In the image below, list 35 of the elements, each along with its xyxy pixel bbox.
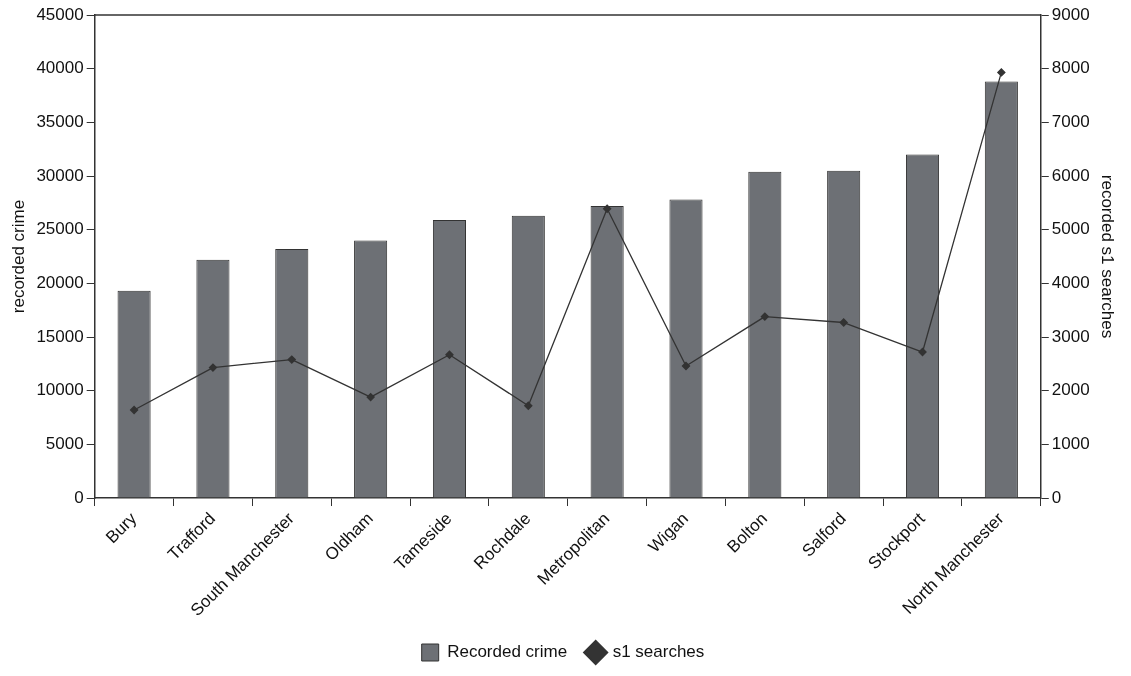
y2-tick-label: 4000 (1051, 273, 1090, 293)
y-tick-label: 20000 (36, 273, 84, 293)
point (524, 401, 533, 410)
y-tick-label: 15000 (36, 326, 84, 346)
point (997, 68, 1006, 77)
point (760, 312, 769, 321)
y-axis-title: recorded crime (8, 199, 28, 314)
legend-label: s1 searches (612, 642, 705, 662)
point (366, 392, 375, 402)
point (208, 363, 218, 372)
point (839, 318, 848, 327)
y2-axis-title: recorded s1 searches (1098, 174, 1118, 339)
y-tick-label: 35000 (36, 112, 84, 132)
y2-tick-label: 8000 (1051, 58, 1090, 78)
y-tick-label: 0 (74, 487, 84, 507)
point (445, 350, 454, 359)
y-tick-label: 30000 (36, 165, 84, 185)
y-tick-label: 25000 (36, 219, 84, 239)
point (129, 405, 139, 415)
legend-label: Recorded crime (447, 642, 568, 662)
y2-tick-label: 1000 (1051, 434, 1090, 454)
y2-tick-label: 6000 (1051, 165, 1090, 185)
y2-tick-label: 2000 (1051, 380, 1090, 400)
y-tick-label: 10000 (36, 380, 84, 400)
point (681, 361, 691, 371)
y-tick-label: 40000 (36, 58, 84, 78)
point (287, 355, 296, 364)
y2-tick-label: 3000 (1051, 326, 1090, 346)
y-tick-label: 45000 (36, 4, 84, 24)
y2-tick-label: 5000 (1051, 219, 1090, 239)
y2-tick-label: 9000 (1051, 4, 1090, 24)
y-tick-label: 5000 (45, 434, 84, 454)
y2-tick-label: 7000 (1051, 112, 1090, 132)
y2-tick-label: 0 (1051, 487, 1062, 507)
point (603, 204, 612, 213)
